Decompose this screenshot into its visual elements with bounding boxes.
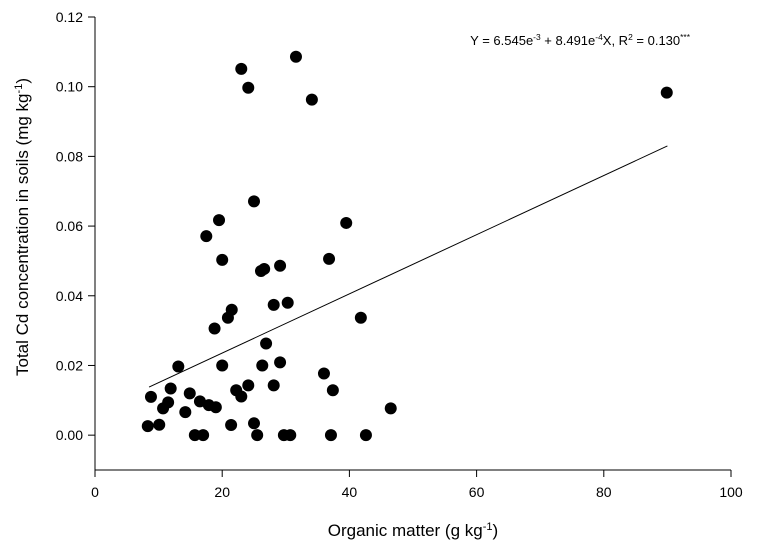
point	[317, 367, 330, 380]
point	[242, 81, 255, 94]
point	[359, 429, 372, 442]
point	[172, 360, 185, 373]
y-tick-label: 0.00	[56, 427, 83, 443]
x-tick-label: 60	[469, 484, 485, 500]
point	[213, 214, 226, 227]
x-tick-label: 20	[214, 484, 230, 500]
point	[248, 195, 260, 208]
equation-text: Y = 6.545e	[470, 33, 533, 48]
point	[209, 401, 222, 414]
point	[251, 429, 264, 442]
point	[153, 418, 166, 431]
point	[326, 384, 339, 397]
point	[216, 359, 229, 372]
point	[162, 396, 175, 409]
point	[274, 356, 287, 369]
y-tick-label: 0.04	[56, 288, 83, 304]
x-label-sup: -1	[483, 521, 493, 533]
y-label-sup: -1	[13, 84, 25, 94]
y-tick-label: 0.08	[56, 148, 83, 164]
point	[197, 429, 210, 442]
point	[141, 420, 154, 433]
y-tick-label: 0.02	[56, 357, 83, 373]
equation-sup: -3	[533, 32, 541, 42]
point	[248, 417, 260, 430]
point	[242, 379, 255, 392]
y-axis-label: Total Cd concentration in soils (mg kg-1…	[13, 78, 32, 376]
equation-text: X, R	[603, 33, 628, 48]
x-tick-label: 0	[91, 484, 99, 500]
point	[354, 311, 367, 324]
point	[200, 230, 213, 243]
x-tick-label: 80	[596, 484, 612, 500]
point	[323, 252, 336, 265]
point	[305, 93, 318, 106]
point	[144, 390, 157, 403]
point	[281, 296, 294, 309]
point	[164, 382, 177, 395]
regression-equation: Y = 6.545e-3 + 8.491e-4X, R2 = 0.130***	[470, 32, 691, 48]
point	[340, 216, 353, 229]
y-label-text: )	[13, 78, 32, 84]
equation-sup: ***	[680, 32, 691, 42]
trendline	[148, 145, 668, 388]
y-tick-label: 0.12	[56, 9, 83, 25]
x-axis-label: Organic matter (g kg-1)	[328, 521, 498, 540]
equation-text: = 0.130	[633, 33, 680, 48]
point	[188, 429, 201, 442]
y-tick-label: 0.06	[56, 218, 83, 234]
y-label-text: Total Cd concentration in soils (mg kg	[13, 93, 32, 376]
point	[267, 379, 280, 392]
point	[183, 387, 196, 400]
point	[274, 259, 287, 272]
point	[267, 298, 280, 311]
point	[216, 253, 229, 266]
point	[324, 429, 337, 442]
equation-sup: -4	[595, 32, 603, 42]
point	[235, 390, 248, 403]
point	[384, 402, 397, 415]
point	[225, 303, 238, 316]
point	[258, 262, 271, 275]
equation-text: + 8.491e	[541, 33, 596, 48]
point	[225, 419, 238, 432]
point	[284, 429, 297, 442]
point	[260, 337, 273, 350]
x-tick-label: 100	[719, 484, 743, 500]
y-tick-label: 0.10	[56, 79, 83, 95]
equation-sup: 2	[628, 32, 633, 42]
point	[235, 62, 248, 75]
point	[179, 406, 192, 419]
point	[208, 322, 221, 335]
x-tick-label: 40	[342, 484, 358, 500]
x-label-text: Organic matter (g kg	[328, 521, 483, 540]
point	[256, 359, 269, 372]
point	[289, 50, 302, 63]
x-label-text: )	[493, 521, 499, 540]
point	[660, 86, 673, 99]
